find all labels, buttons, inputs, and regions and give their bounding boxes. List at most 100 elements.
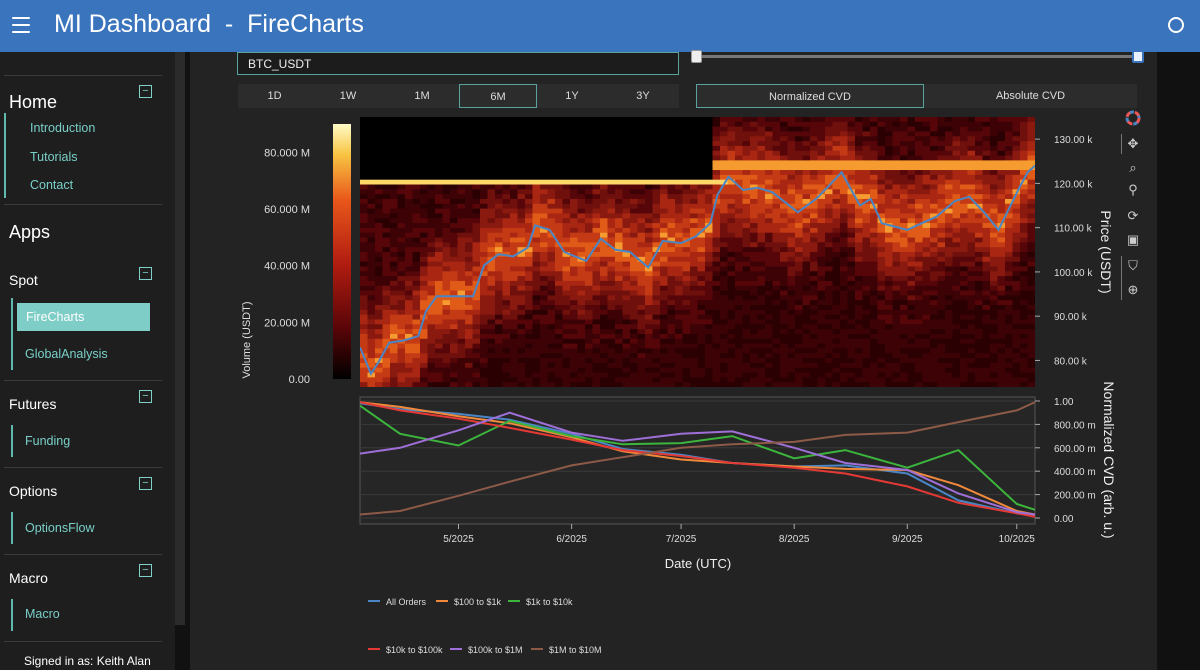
heatmap-cell <box>915 338 924 345</box>
heatmap-cell <box>1012 237 1021 243</box>
heatmap-cell <box>577 329 586 335</box>
sidebar-item-introduction[interactable]: Introduction <box>30 121 96 135</box>
heatmap-cell <box>637 131 646 137</box>
timeframe-1y-button[interactable]: 1Y <box>565 90 579 102</box>
heatmap-cell <box>742 208 751 215</box>
options-collapse-toggle[interactable]: − <box>139 477 152 490</box>
heatmap-cell <box>390 314 399 321</box>
heatmap-cell <box>607 382 616 387</box>
heatmap-cell <box>922 189 931 195</box>
spot-collapse-toggle[interactable]: − <box>139 267 152 280</box>
heatmap-cell <box>855 174 864 181</box>
heatmap-cell <box>472 179 481 186</box>
heatmap-cell <box>630 145 639 152</box>
heatmap-cell <box>435 117 444 123</box>
date-range-slider[interactable] <box>695 55 1138 58</box>
home-collapse-toggle[interactable]: − <box>139 85 152 98</box>
futures-collapse-toggle[interactable]: − <box>139 390 152 403</box>
sidebar-item-optionsflow[interactable]: OptionsFlow <box>25 521 95 535</box>
pan-icon[interactable]: ✥ <box>1127 136 1139 151</box>
sidebar-item-funding[interactable]: Funding <box>25 434 71 448</box>
heatmap-cell <box>952 227 961 234</box>
heatmap-cell <box>780 280 789 287</box>
normalized-cvd-button[interactable]: Normalized CVD <box>696 84 924 108</box>
heatmap-cell <box>442 305 451 311</box>
save-image-icon[interactable]: ▣ <box>1126 232 1140 247</box>
sidebar-item-firecharts[interactable]: FireCharts <box>17 303 150 331</box>
heatmap-cell <box>997 329 1006 335</box>
heatmap-cell <box>780 141 789 147</box>
heatmap-cell <box>1005 165 1014 171</box>
heatmap-cell <box>510 329 519 335</box>
zoom-icon[interactable]: ⌕ <box>1129 160 1137 175</box>
heatmap-cell <box>765 305 774 311</box>
plotly-logo-icon[interactable] <box>1123 110 1143 130</box>
hover-compare-icon[interactable]: ⛉ <box>1128 258 1138 273</box>
heatmap-cell <box>442 145 451 152</box>
sidebar-scrollbar[interactable] <box>175 52 185 625</box>
heatmap-cell <box>652 150 661 157</box>
timeframe-6m-button[interactable]: 6M <box>459 84 537 108</box>
sidebar-item-tutorials[interactable]: Tutorials <box>30 150 78 164</box>
heatmap-cell <box>502 170 511 176</box>
heatmap-cell <box>585 295 594 301</box>
heatmap-cell <box>735 165 744 171</box>
heatmap-cell <box>630 189 639 195</box>
range-slider-start-handle[interactable] <box>691 50 702 63</box>
heatmap-cell <box>607 184 616 190</box>
heatmap-cell <box>787 367 796 374</box>
timeframe-3y-button[interactable]: 3Y <box>636 90 650 102</box>
heatmap-cell <box>990 121 999 128</box>
heatmap-cell <box>780 348 789 354</box>
heatmap-cell <box>712 174 721 181</box>
heatmap-cell <box>742 338 751 345</box>
heatmap-cell <box>892 338 901 345</box>
zoom-in-out-icon[interactable]: ⚲ <box>1128 182 1138 197</box>
heatmap-cell <box>592 362 601 369</box>
heatmap-cell <box>622 314 631 321</box>
heatmap-cell <box>675 150 684 157</box>
heatmap-cell <box>495 276 504 282</box>
heatmap-cell <box>877 276 886 282</box>
macro-collapse-toggle[interactable]: − <box>139 564 152 577</box>
sidebar-item-globalanalysis[interactable]: GlobalAnalysis <box>25 347 108 361</box>
heatmap-cell <box>645 121 654 128</box>
range-slider-end-handle[interactable] <box>1132 50 1144 63</box>
absolute-cvd-button[interactable]: Absolute CVD <box>995 90 1066 102</box>
timeframe-1m-button[interactable]: 1M <box>414 90 430 102</box>
heatmap-cell <box>765 309 774 316</box>
heatmap-cell <box>525 362 534 369</box>
heatmap-cell <box>630 160 639 166</box>
heatmap-cell <box>870 372 879 378</box>
heatmap-cell <box>592 184 601 190</box>
heatmap-cell <box>870 314 879 321</box>
timeframe-1w-button[interactable]: 1W <box>339 90 357 102</box>
heatmap-cell <box>945 208 954 215</box>
sidebar-item-contact[interactable]: Contact <box>30 178 74 192</box>
heatmap-cell <box>960 194 969 200</box>
heatmap-cell <box>577 170 586 176</box>
heatmap-cell <box>952 179 961 186</box>
pair-select-input[interactable]: BTC_USDT <box>237 52 679 75</box>
heatmap-cell <box>660 324 669 330</box>
spike-icon[interactable]: ⊕ <box>1127 282 1139 297</box>
hamburger-menu-icon[interactable] <box>12 17 30 33</box>
heatmap-cell <box>757 160 766 166</box>
status-circle-icon[interactable] <box>1168 17 1184 33</box>
heatmap-cell <box>922 285 931 292</box>
heatmap-cell <box>682 223 691 229</box>
sidebar-item-macro[interactable]: Macro <box>25 607 60 621</box>
timeframe-1d-button[interactable]: 1D <box>267 90 282 102</box>
heatmap-cell <box>915 343 924 350</box>
heatmap-cell <box>682 126 691 133</box>
heatmap-cell <box>555 247 564 253</box>
heatmap-cell <box>420 261 429 268</box>
heatmap-cell <box>892 242 901 248</box>
heatmap-cell <box>382 300 391 306</box>
heatmap-cell <box>555 189 564 195</box>
heatmap-cell <box>735 300 744 306</box>
reset-icon[interactable]: ⟳ <box>1127 208 1139 223</box>
heatmap-cell <box>960 174 969 181</box>
sidebar-divider <box>4 641 162 642</box>
heatmap-cell <box>375 338 384 345</box>
